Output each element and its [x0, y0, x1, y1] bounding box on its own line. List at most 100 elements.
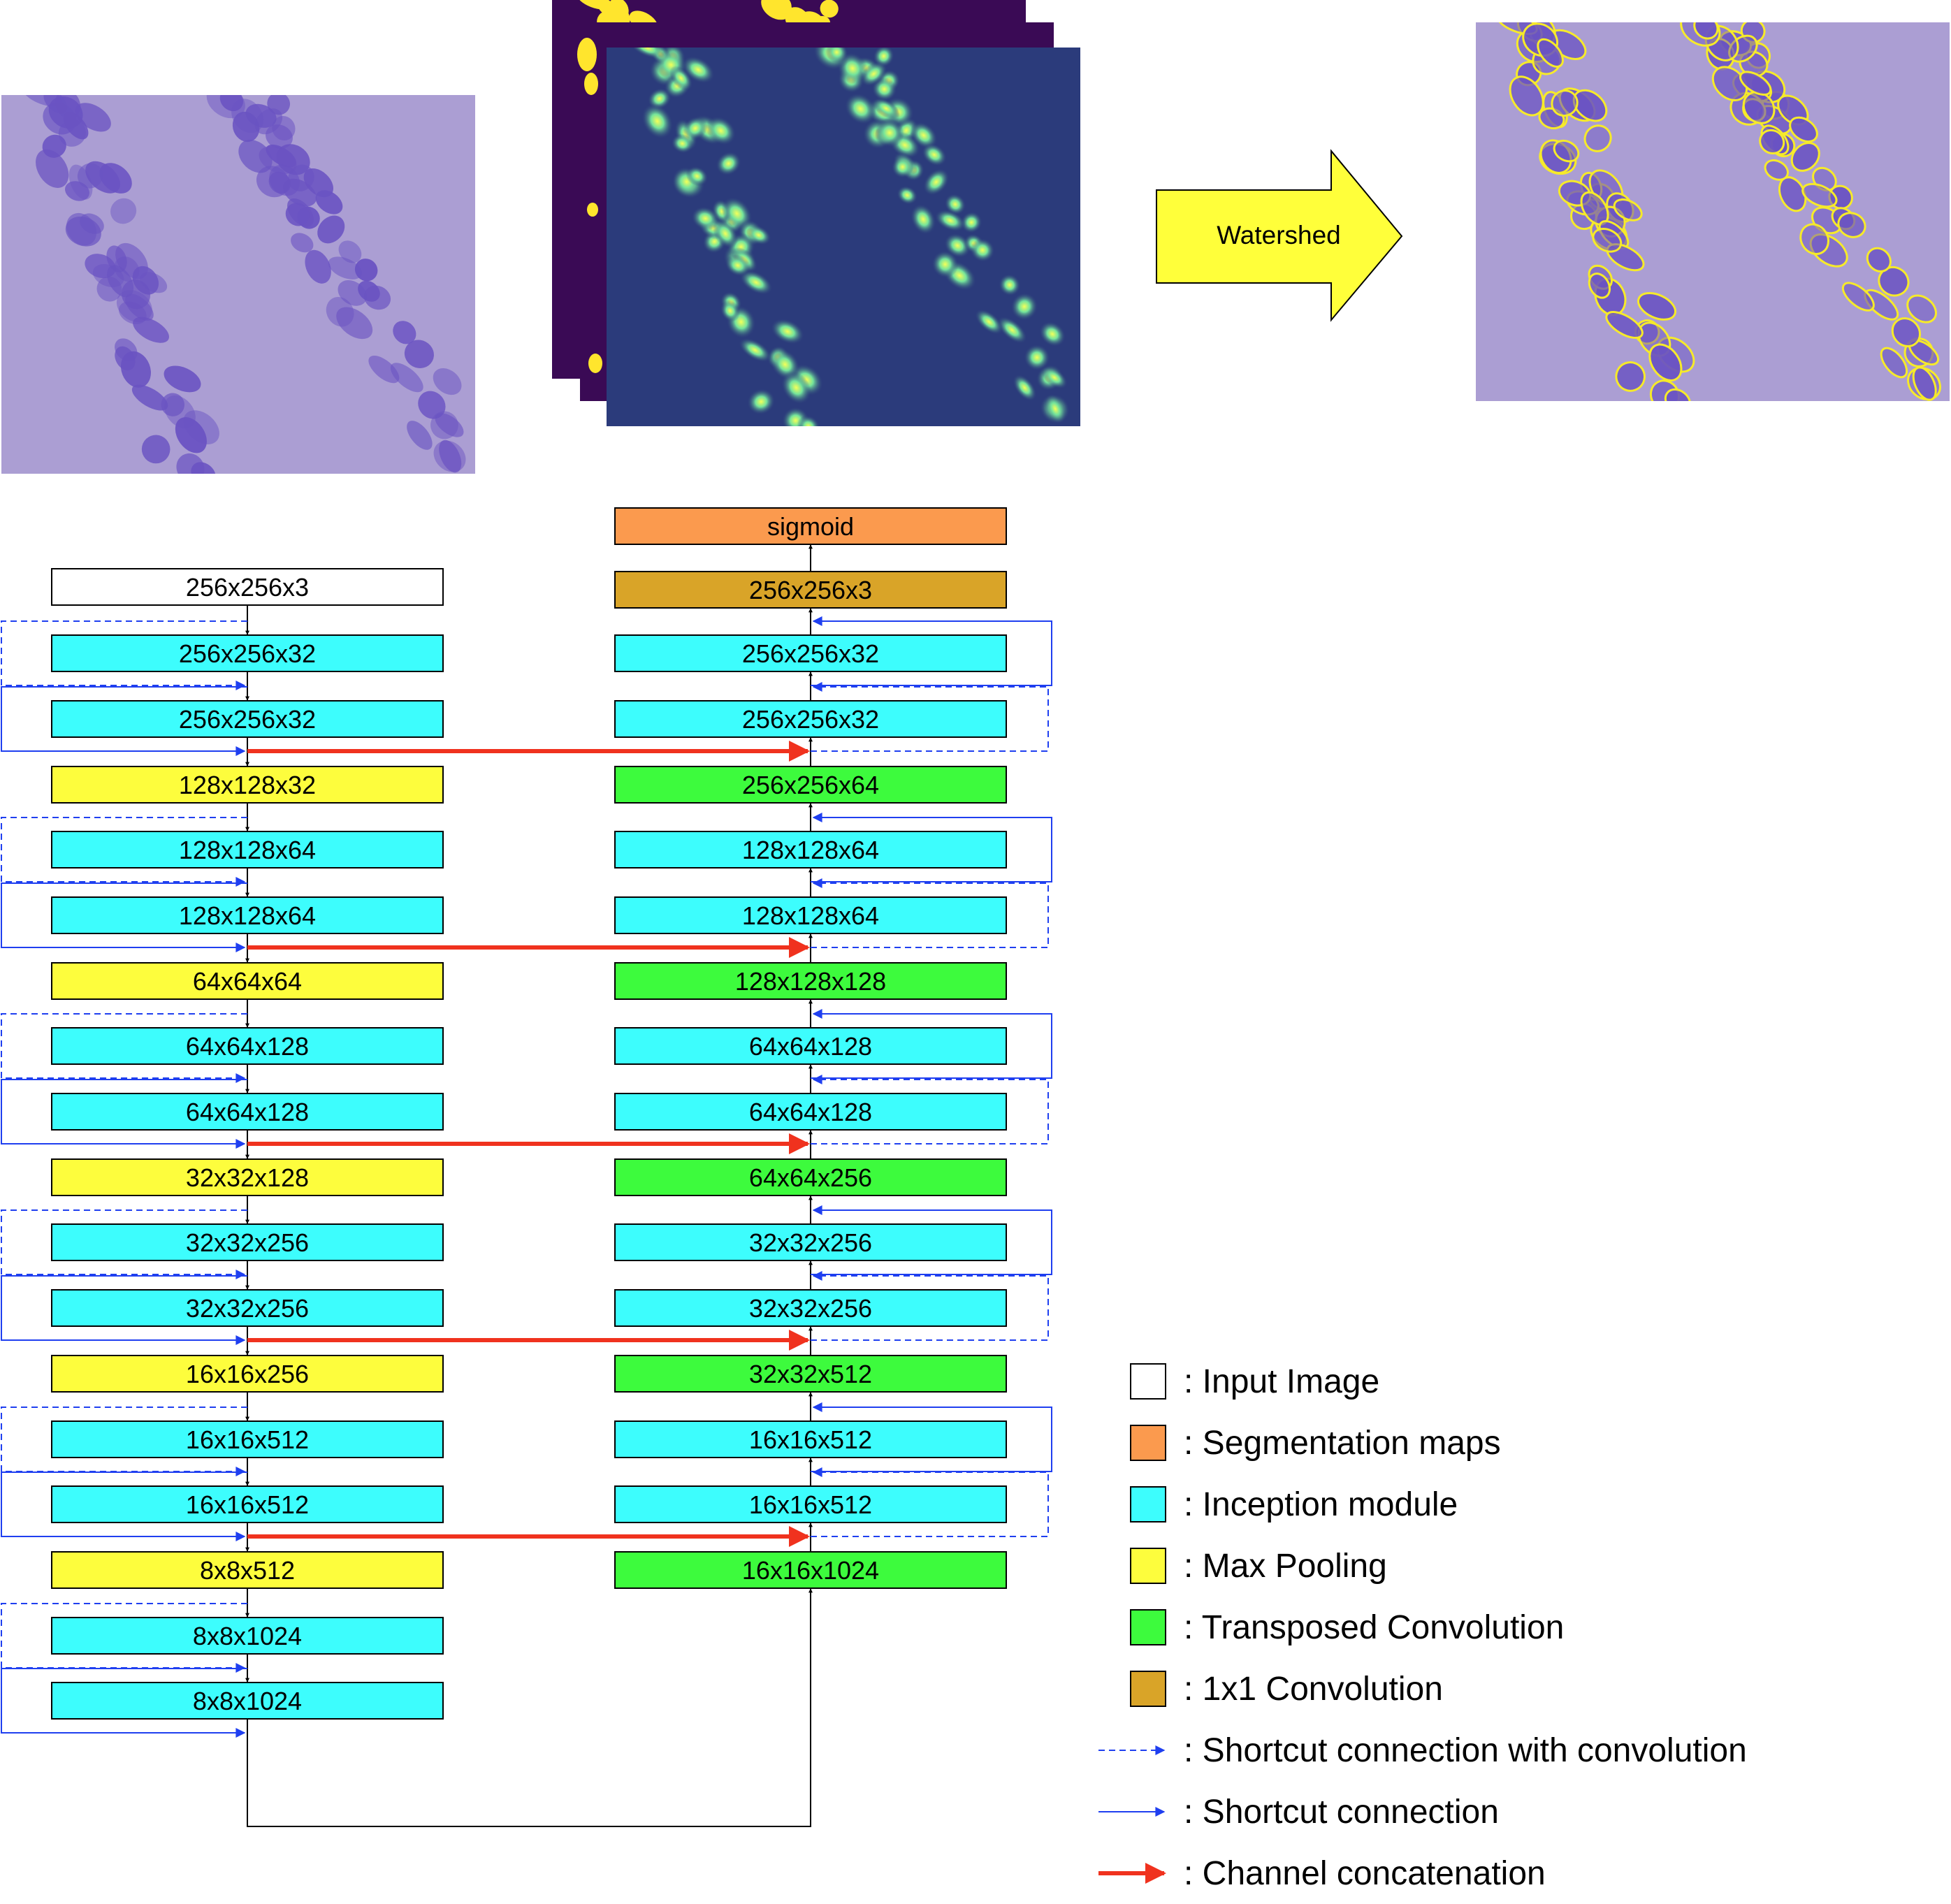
decoder-block-3: 256x256x32: [615, 701, 1006, 737]
decoder-block-13: 32x32x512: [615, 1356, 1006, 1392]
encoder-block-label: 16x16x256: [186, 1360, 309, 1388]
encoder-block-4: 128x128x64: [52, 831, 443, 868]
decoder-block-label: 256x256x64: [742, 771, 879, 799]
decoder-block-label: 256x256x32: [742, 705, 879, 734]
legend: : Input Image : Segmentation maps : Incept…: [1098, 1363, 1747, 1892]
decoder-block-label: 16x16x512: [749, 1490, 872, 1519]
legend-item-8: : Channel concatenation: [1098, 1855, 1546, 1892]
legend-item-5: : 1x1 Convolution: [1131, 1671, 1443, 1708]
legend-swatch: [1131, 1671, 1166, 1706]
decoder-block-label: 32x32x256: [749, 1228, 872, 1257]
legend-item-0: : Input Image: [1131, 1363, 1379, 1400]
encoder-block-3: 128x128x32: [52, 766, 443, 803]
encoder-block-12: 16x16x256: [52, 1356, 443, 1392]
encoder-block-16: 8x8x1024: [52, 1618, 443, 1654]
legend-swatch: [1131, 1425, 1166, 1460]
segmented-output-image: [1476, 4, 1950, 418]
decoder-block-10: 64x64x256: [615, 1159, 1006, 1196]
decoder-block-0: sigmoid: [615, 508, 1006, 544]
encoder-block-14: 16x16x512: [52, 1486, 443, 1523]
decoder-block-8: 64x64x128: [615, 1028, 1006, 1064]
encoder-block-label: 64x64x64: [193, 967, 302, 996]
encoder-block-11: 32x32x256: [52, 1290, 443, 1326]
probability-heatmap: [607, 48, 1080, 426]
decoder-block-label: 256x256x3: [749, 576, 872, 604]
decoder-block-label: sigmoid: [767, 512, 854, 541]
legend-label: : Shortcut connection: [1184, 1794, 1499, 1831]
legend-label: : Input Image: [1184, 1363, 1379, 1400]
decoder-block-4: 256x256x64: [615, 766, 1006, 803]
encoder-block-9: 32x32x128: [52, 1159, 443, 1196]
decoder-block-label: 64x64x256: [749, 1163, 872, 1192]
encoder-block-label: 64x64x128: [186, 1098, 309, 1126]
legend-label: : Max Pooling: [1184, 1548, 1387, 1585]
encoder-block-17: 8x8x1024: [52, 1683, 443, 1719]
legend-label: : Transposed Convolution: [1184, 1609, 1564, 1646]
encoder-block-label: 8x8x1024: [193, 1687, 302, 1715]
decoder-block-label: 16x16x1024: [742, 1556, 879, 1585]
encoder-block-0: 256x256x3: [52, 569, 443, 605]
encoder-block-label: 128x128x64: [179, 836, 316, 864]
encoder-block-2: 256x256x32: [52, 701, 443, 737]
encoder-block-15: 8x8x512: [52, 1552, 443, 1588]
decoder-block-9: 64x64x128: [615, 1093, 1006, 1130]
decoder-block-14: 16x16x512: [615, 1421, 1006, 1458]
legend-swatch: [1131, 1364, 1166, 1399]
decoder-block-16: 16x16x1024: [615, 1552, 1006, 1588]
decoder-block-label: 64x64x128: [749, 1032, 872, 1061]
encoder-block-label: 32x32x256: [186, 1228, 309, 1257]
decoder-block-label: 64x64x128: [749, 1098, 872, 1126]
decoder-block-12: 32x32x256: [615, 1290, 1006, 1326]
decoder-block-11: 32x32x256: [615, 1224, 1006, 1260]
legend-label: : Shortcut connection with convolution: [1184, 1732, 1747, 1769]
legend-swatch: [1131, 1487, 1166, 1522]
encoder-block-label: 128x128x64: [179, 901, 316, 930]
decoder-block-2: 256x256x32: [615, 635, 1006, 671]
encoder-block-1: 256x256x32: [52, 635, 443, 671]
legend-swatch: [1131, 1610, 1166, 1645]
encoder-block-label: 256x256x32: [179, 705, 316, 734]
encoder-block-label: 32x32x128: [186, 1163, 309, 1192]
legend-item-6: : Shortcut connection with convolution: [1098, 1732, 1747, 1769]
encoder-block-10: 32x32x256: [52, 1224, 443, 1260]
legend-item-7: : Shortcut connection: [1098, 1794, 1499, 1831]
legend-label: : Channel concatenation: [1184, 1855, 1546, 1892]
legend-item-2: : Inception module: [1131, 1486, 1458, 1523]
encoder-block-label: 128x128x32: [179, 771, 316, 799]
decoder-block-label: 128x128x128: [735, 967, 886, 996]
encoder-block-label: 32x32x256: [186, 1294, 309, 1323]
encoder-block-label: 64x64x128: [186, 1032, 309, 1061]
decoder-block-label: 16x16x512: [749, 1425, 872, 1454]
encoder-block-label: 16x16x512: [186, 1490, 309, 1519]
legend-label: : 1x1 Convolution: [1184, 1671, 1443, 1708]
watershed-label: Watershed: [1217, 221, 1341, 249]
encoder-block-8: 64x64x128: [52, 1093, 443, 1130]
decoder-block-label: 128x128x64: [742, 836, 879, 864]
decoder-block-label: 256x256x32: [742, 639, 879, 668]
encoder-block-label: 256x256x32: [179, 639, 316, 668]
legend-swatch: [1131, 1548, 1166, 1583]
encoder-block-6: 64x64x64: [52, 963, 443, 999]
decoder-block-label: 32x32x512: [749, 1360, 872, 1388]
legend-label: : Inception module: [1184, 1486, 1458, 1523]
input-tissue-image: [1, 77, 475, 490]
decoder-block-5: 128x128x64: [615, 831, 1006, 868]
decoder-block-6: 128x128x64: [615, 897, 1006, 933]
decoder-block-label: 32x32x256: [749, 1294, 872, 1323]
decoder-block-15: 16x16x512: [615, 1486, 1006, 1523]
encoder-block-label: 8x8x512: [200, 1556, 295, 1585]
legend-item-3: : Max Pooling: [1131, 1548, 1387, 1585]
encoder-block-label: 256x256x3: [186, 573, 309, 602]
encoder-block-5: 128x128x64: [52, 897, 443, 933]
decoder-block-1: 256x256x3: [615, 572, 1006, 608]
encoder-block-13: 16x16x512: [52, 1421, 443, 1458]
output-map-stack: [552, 0, 1080, 442]
legend-label: : Segmentation maps: [1184, 1425, 1501, 1462]
legend-item-1: : Segmentation maps: [1131, 1425, 1501, 1462]
legend-item-4: : Transposed Convolution: [1131, 1609, 1564, 1646]
watershed-arrow: Watershed: [1156, 151, 1402, 320]
decoder-block-label: 128x128x64: [742, 901, 879, 930]
decoder-block-7: 128x128x128: [615, 963, 1006, 999]
encoder-block-label: 8x8x1024: [193, 1622, 302, 1650]
